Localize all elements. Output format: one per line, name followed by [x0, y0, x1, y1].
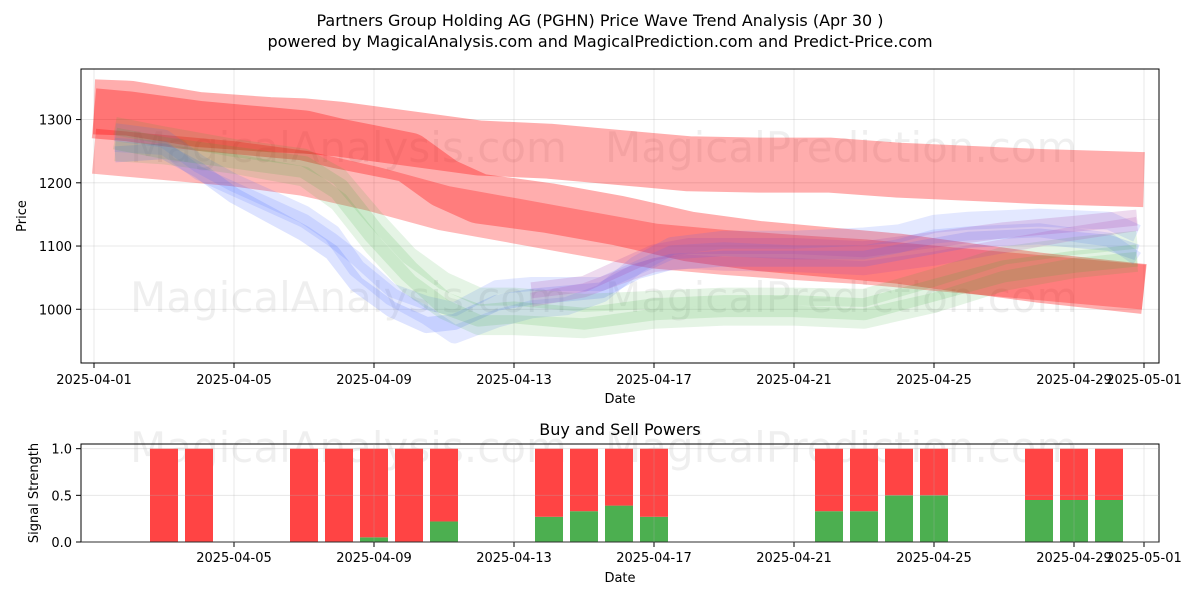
price-y-tick-label: 1200 [39, 177, 72, 192]
signal-x-tick-label: 2025-04-29 [1036, 551, 1112, 566]
buy-bar [570, 511, 598, 542]
sell-bar [1060, 448, 1088, 500]
sell-bar [815, 448, 843, 512]
buy-bar [920, 495, 948, 542]
price-x-tick-label: 2025-04-29 [1036, 373, 1112, 388]
signal-x-tick-label: 2025-05-01 [1106, 551, 1182, 566]
sell-bar [325, 448, 353, 542]
sell-bar [570, 448, 598, 512]
price-band-red-wave-2 [91, 88, 1147, 314]
buy-bar [640, 516, 668, 542]
signal-chart-title: Buy and Sell Powers [539, 420, 701, 439]
price-x-tick-label: 2025-04-01 [56, 373, 132, 388]
sell-bar [535, 448, 563, 517]
price-band-green-wave-3 [113, 117, 1138, 312]
sell-bar [150, 448, 178, 542]
signal-y-tick-label: 1.0 [51, 443, 72, 458]
price-watermarks: MagicalAnalysis.com MagicalPrediction.co… [130, 123, 1078, 322]
signal-x-tick-label: 2025-04-13 [476, 551, 552, 566]
price-plot-frame [80, 68, 1160, 364]
price-band-blue-wave-3 [114, 137, 1141, 317]
signal-x-tick-label: 2025-04-05 [196, 551, 272, 566]
buy-bar [885, 495, 913, 542]
signal-x-tick-label: 2025-04-21 [756, 551, 832, 566]
sell-bar [850, 448, 878, 512]
sell-bar [395, 448, 423, 542]
price-y-tick-label: 1000 [39, 303, 72, 318]
sell-bar [290, 448, 318, 542]
chart-title: Partners Group Holding AG (PGHN) Price W… [316, 11, 883, 30]
buy-bar [360, 537, 388, 542]
signal-x-ticks: 2025-04-05 2025-04-09 2025-04-13 2025-04-17… [196, 444, 1182, 566]
signal-x-tick-label: 2025-04-17 [616, 551, 692, 566]
price-band-purple-wave-2 [530, 216, 1139, 307]
price-x-tick-label: 2025-04-21 [756, 373, 832, 388]
sell-bar [430, 448, 458, 522]
price-band-blue-wave-1 [114, 143, 1140, 334]
watermark-prediction-mid: MagicalPrediction.com [605, 273, 1078, 322]
price-y-tick-label: 1300 [39, 114, 72, 129]
price-band-green-wave-1 [112, 127, 1139, 330]
price-x-tick-label: 2025-04-17 [616, 373, 692, 388]
price-x-tick-label: 2025-04-25 [896, 373, 972, 388]
price-x-label: Date [604, 392, 635, 407]
price-band-blue-wave-2 [113, 123, 1141, 344]
buy-bar [430, 521, 458, 542]
chart-subtitle: powered by MagicalAnalysis.com and Magic… [267, 32, 932, 51]
price-x-tick-label: 2025-04-05 [196, 373, 272, 388]
signal-y-label: Signal Strength [27, 443, 42, 543]
price-band-green-wave-2 [114, 141, 1139, 339]
buy-bar [535, 516, 563, 542]
watermark-analysis-mid: MagicalAnalysis.com [130, 273, 567, 322]
price-x-tick-label: 2025-04-13 [476, 373, 552, 388]
price-band-purple-wave-1 [530, 209, 1138, 299]
signal-x-label: Date [604, 571, 635, 586]
price-series [91, 79, 1147, 344]
price-grid [81, 69, 1159, 363]
signal-bars [150, 448, 1123, 542]
sell-bar [640, 448, 668, 517]
price-x-ticks: 2025-04-01 2025-04-05 2025-04-09 2025-04-13… [56, 363, 1182, 388]
price-band-red-wave-1 [92, 79, 1145, 208]
watermark-prediction-top: MagicalPrediction.com [605, 123, 1078, 172]
signal-y-tick-label: 0.5 [51, 489, 72, 504]
signal-y-ticks: 0.0 0.5 1.0 [51, 443, 1159, 551]
signal-x-tick-label: 2025-04-09 [336, 551, 412, 566]
signal-y-tick-label: 0.0 [51, 536, 72, 551]
price-band-red-wave-3 [91, 128, 1147, 310]
buy-bar [850, 511, 878, 542]
price-x-tick-label: 2025-04-09 [336, 373, 412, 388]
signal-plot-frame [80, 443, 1160, 543]
buy-bar [1095, 500, 1123, 542]
price-y-ticks: 1000 1100 1200 1300 [39, 114, 81, 318]
sell-bar [885, 448, 913, 496]
sell-bar [920, 448, 948, 496]
price-x-tick-label: 2025-05-01 [1106, 373, 1182, 388]
signal-x-tick-label: 2025-04-25 [896, 551, 972, 566]
sell-bar [605, 448, 633, 506]
sell-bar [360, 448, 388, 538]
price-y-label: Price [15, 200, 30, 232]
watermark-analysis-top: MagicalAnalysis.com [130, 123, 567, 172]
buy-bar [1025, 500, 1053, 542]
price-y-tick-label: 1100 [39, 240, 72, 255]
sell-bar [185, 448, 213, 542]
sell-bar [1025, 448, 1053, 500]
buy-bar [1060, 500, 1088, 542]
buy-bar [605, 505, 633, 542]
buy-bar [815, 511, 843, 542]
sell-bar [1095, 448, 1123, 500]
